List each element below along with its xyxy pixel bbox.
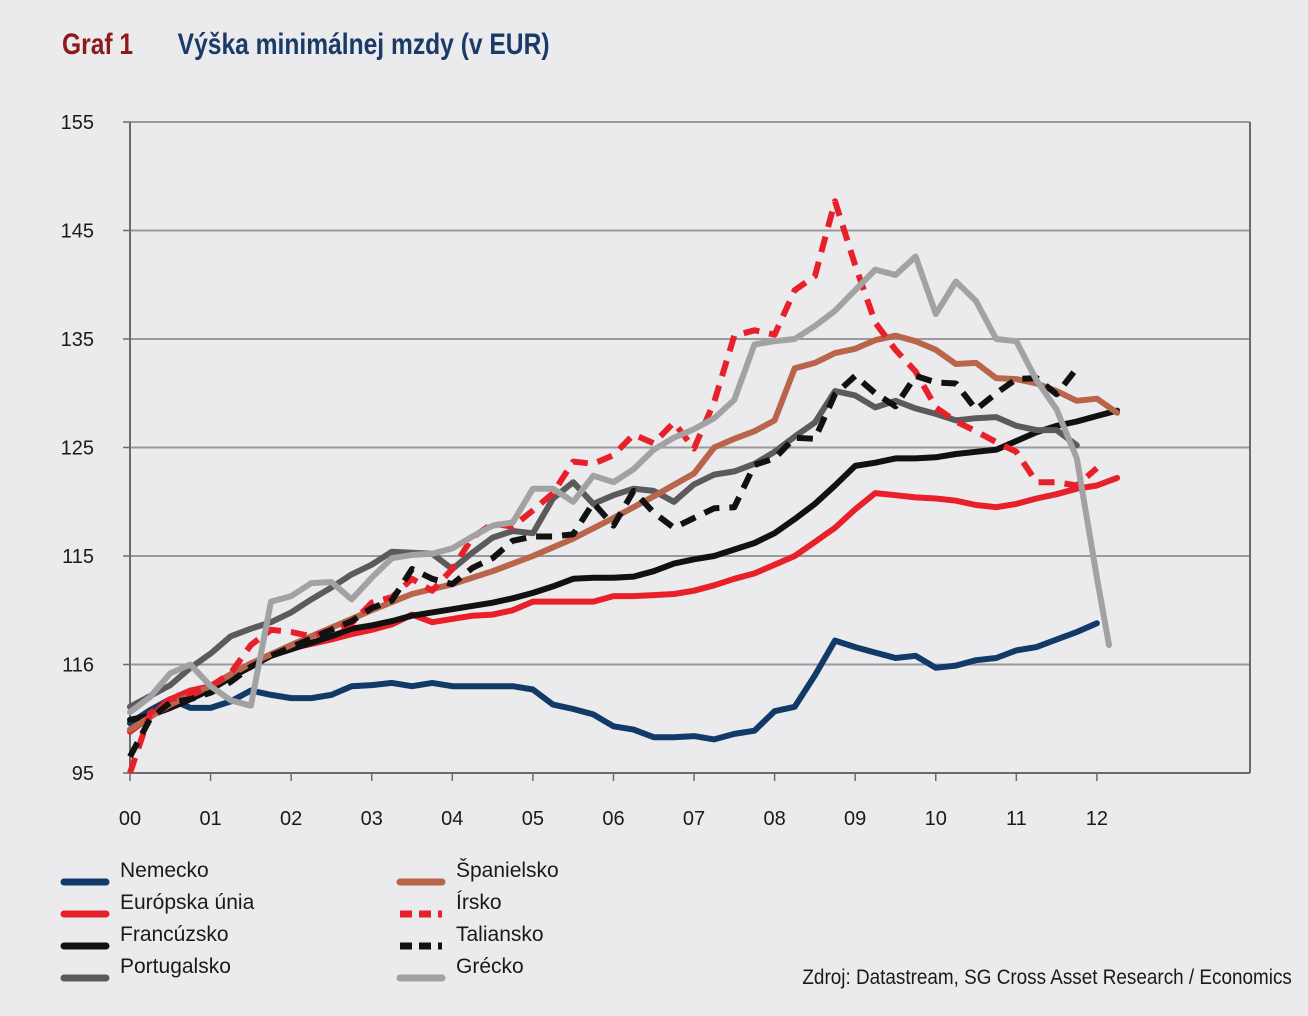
- y-tick-label: 115: [62, 546, 94, 568]
- legend-label: Grécko: [456, 955, 524, 978]
- grid-lines: [130, 121, 1250, 666]
- graf-title: Výška minimálnej mzdy (v EUR): [177, 28, 550, 61]
- x-tick-label: 05: [522, 808, 544, 830]
- x-tick-label: 08: [763, 808, 785, 830]
- x-tick-label: 00: [119, 808, 141, 830]
- x-tick-label: 01: [199, 808, 221, 830]
- legend-label: Nemecko: [120, 859, 209, 882]
- y-tick-label: 135: [61, 329, 94, 351]
- legend-label: Španielsko: [456, 859, 559, 882]
- series-line: [127, 198, 1099, 774]
- series-line: [127, 407, 1121, 723]
- x-tick-label: 03: [361, 808, 383, 830]
- series-line: [127, 366, 1080, 759]
- legend-label: Francúzsko: [120, 923, 229, 946]
- series-line: [127, 332, 1121, 733]
- chart-title-row: Graf 1 Výška minimálnej mzdy (v EUR): [62, 28, 550, 62]
- y-tick-label: 95: [72, 763, 94, 785]
- x-tick-label: 07: [683, 808, 705, 830]
- y-tick-label: 145: [61, 221, 94, 243]
- x-tick-label: 04: [441, 808, 463, 830]
- series-line: [127, 388, 1080, 710]
- x-tick-label: 10: [925, 808, 947, 830]
- legend-label: Taliansko: [456, 923, 544, 946]
- series-line: [127, 620, 1100, 743]
- y-tick-label: 125: [61, 438, 94, 460]
- series-lines: [127, 198, 1121, 774]
- y-tick-label: 116: [62, 655, 94, 677]
- legend-label: Európska únia: [120, 891, 255, 914]
- y-tick-label: 155: [61, 112, 94, 134]
- graf-number-label: Graf 1: [62, 28, 134, 61]
- x-tick-label: 11: [1006, 808, 1027, 830]
- x-tick-label: 09: [844, 808, 866, 830]
- axes: 95 116 115 125 135 145 155 00 01 02 03 04 05 06 07 08 09…: [61, 112, 1251, 830]
- x-tick-label: 02: [280, 808, 302, 830]
- source-note: Zdroj: Datastream, SG Cross Asset Resear…: [802, 966, 1292, 989]
- legend: Nemecko Európska únia Francúzsko Portugalsk…: [60, 859, 559, 982]
- x-tick-label: 12: [1086, 808, 1108, 830]
- series-line: [127, 253, 1112, 716]
- legend-label: Portugalsko: [120, 955, 231, 978]
- legend-label: Írsko: [456, 891, 502, 914]
- x-tick-label: 06: [602, 808, 624, 830]
